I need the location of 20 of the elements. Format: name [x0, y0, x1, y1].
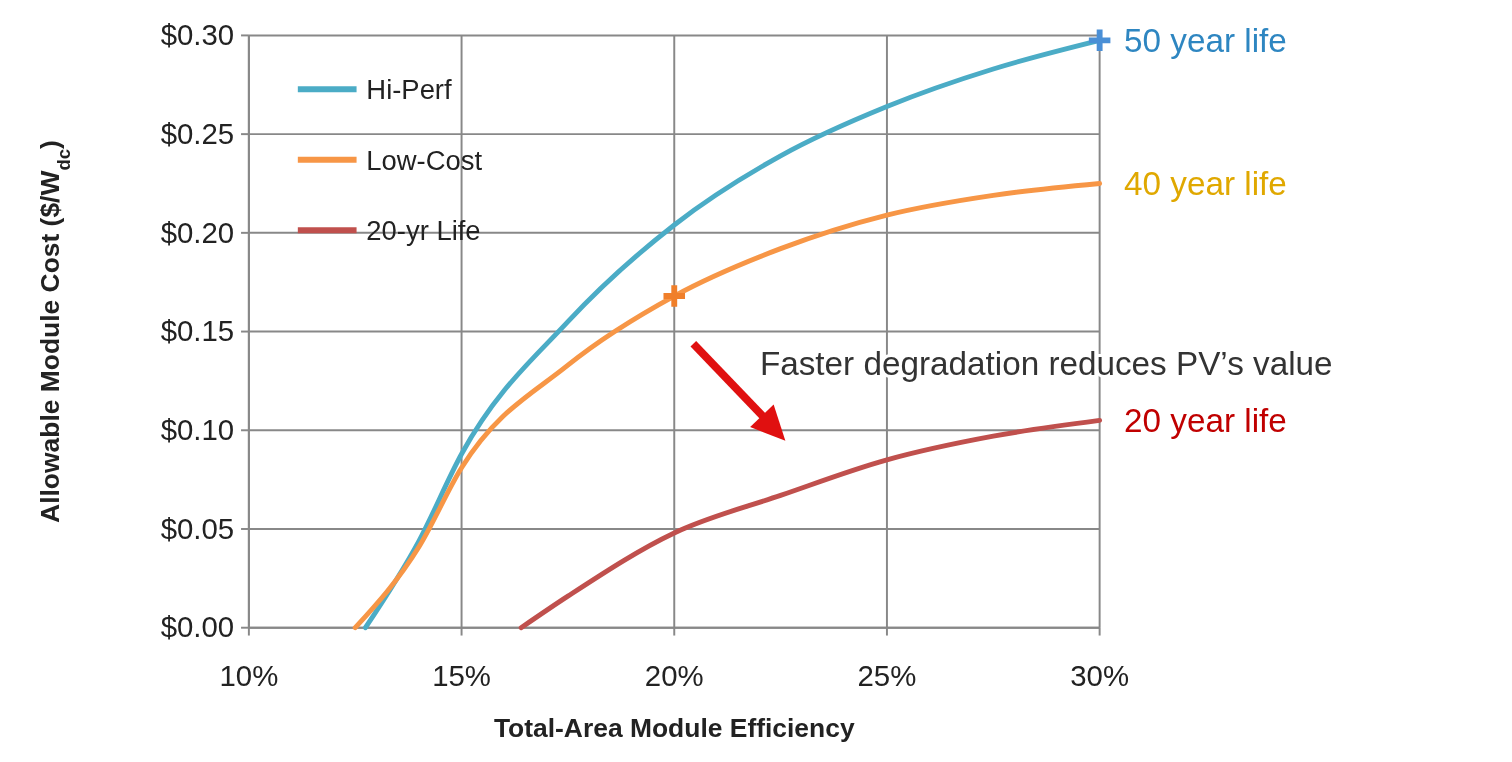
y-tick-label: $0.15	[160, 314, 235, 348]
y-tick-label: $0.25	[160, 116, 235, 150]
y-tick-label: $0.20	[160, 215, 235, 249]
text: 20 year life	[1124, 402, 1287, 440]
text: 40 year life	[1124, 165, 1287, 203]
y-tick-label: $0.05	[160, 511, 235, 545]
legend-label: Low-Cost	[366, 144, 483, 176]
text: 50 year life	[1124, 22, 1287, 60]
x-tick-label: 10%	[219, 659, 279, 693]
legend-label: Hi-Perf	[366, 74, 453, 106]
y-tick-label: $0.30	[160, 18, 235, 52]
legend-label: 20-yr Life	[366, 215, 481, 247]
y-tick-label: $0.10	[160, 413, 235, 447]
x-tick-label: 30%	[1070, 659, 1130, 693]
line-series	[518, 417, 1103, 631]
x-tick-label: 15%	[432, 659, 491, 693]
y-tick-label: $0.00	[160, 610, 235, 644]
x-tick-label: 20%	[644, 659, 704, 693]
x-tick-label: 25%	[857, 659, 917, 693]
x-axis-title: Total-Area Module Efficiency	[493, 713, 855, 744]
